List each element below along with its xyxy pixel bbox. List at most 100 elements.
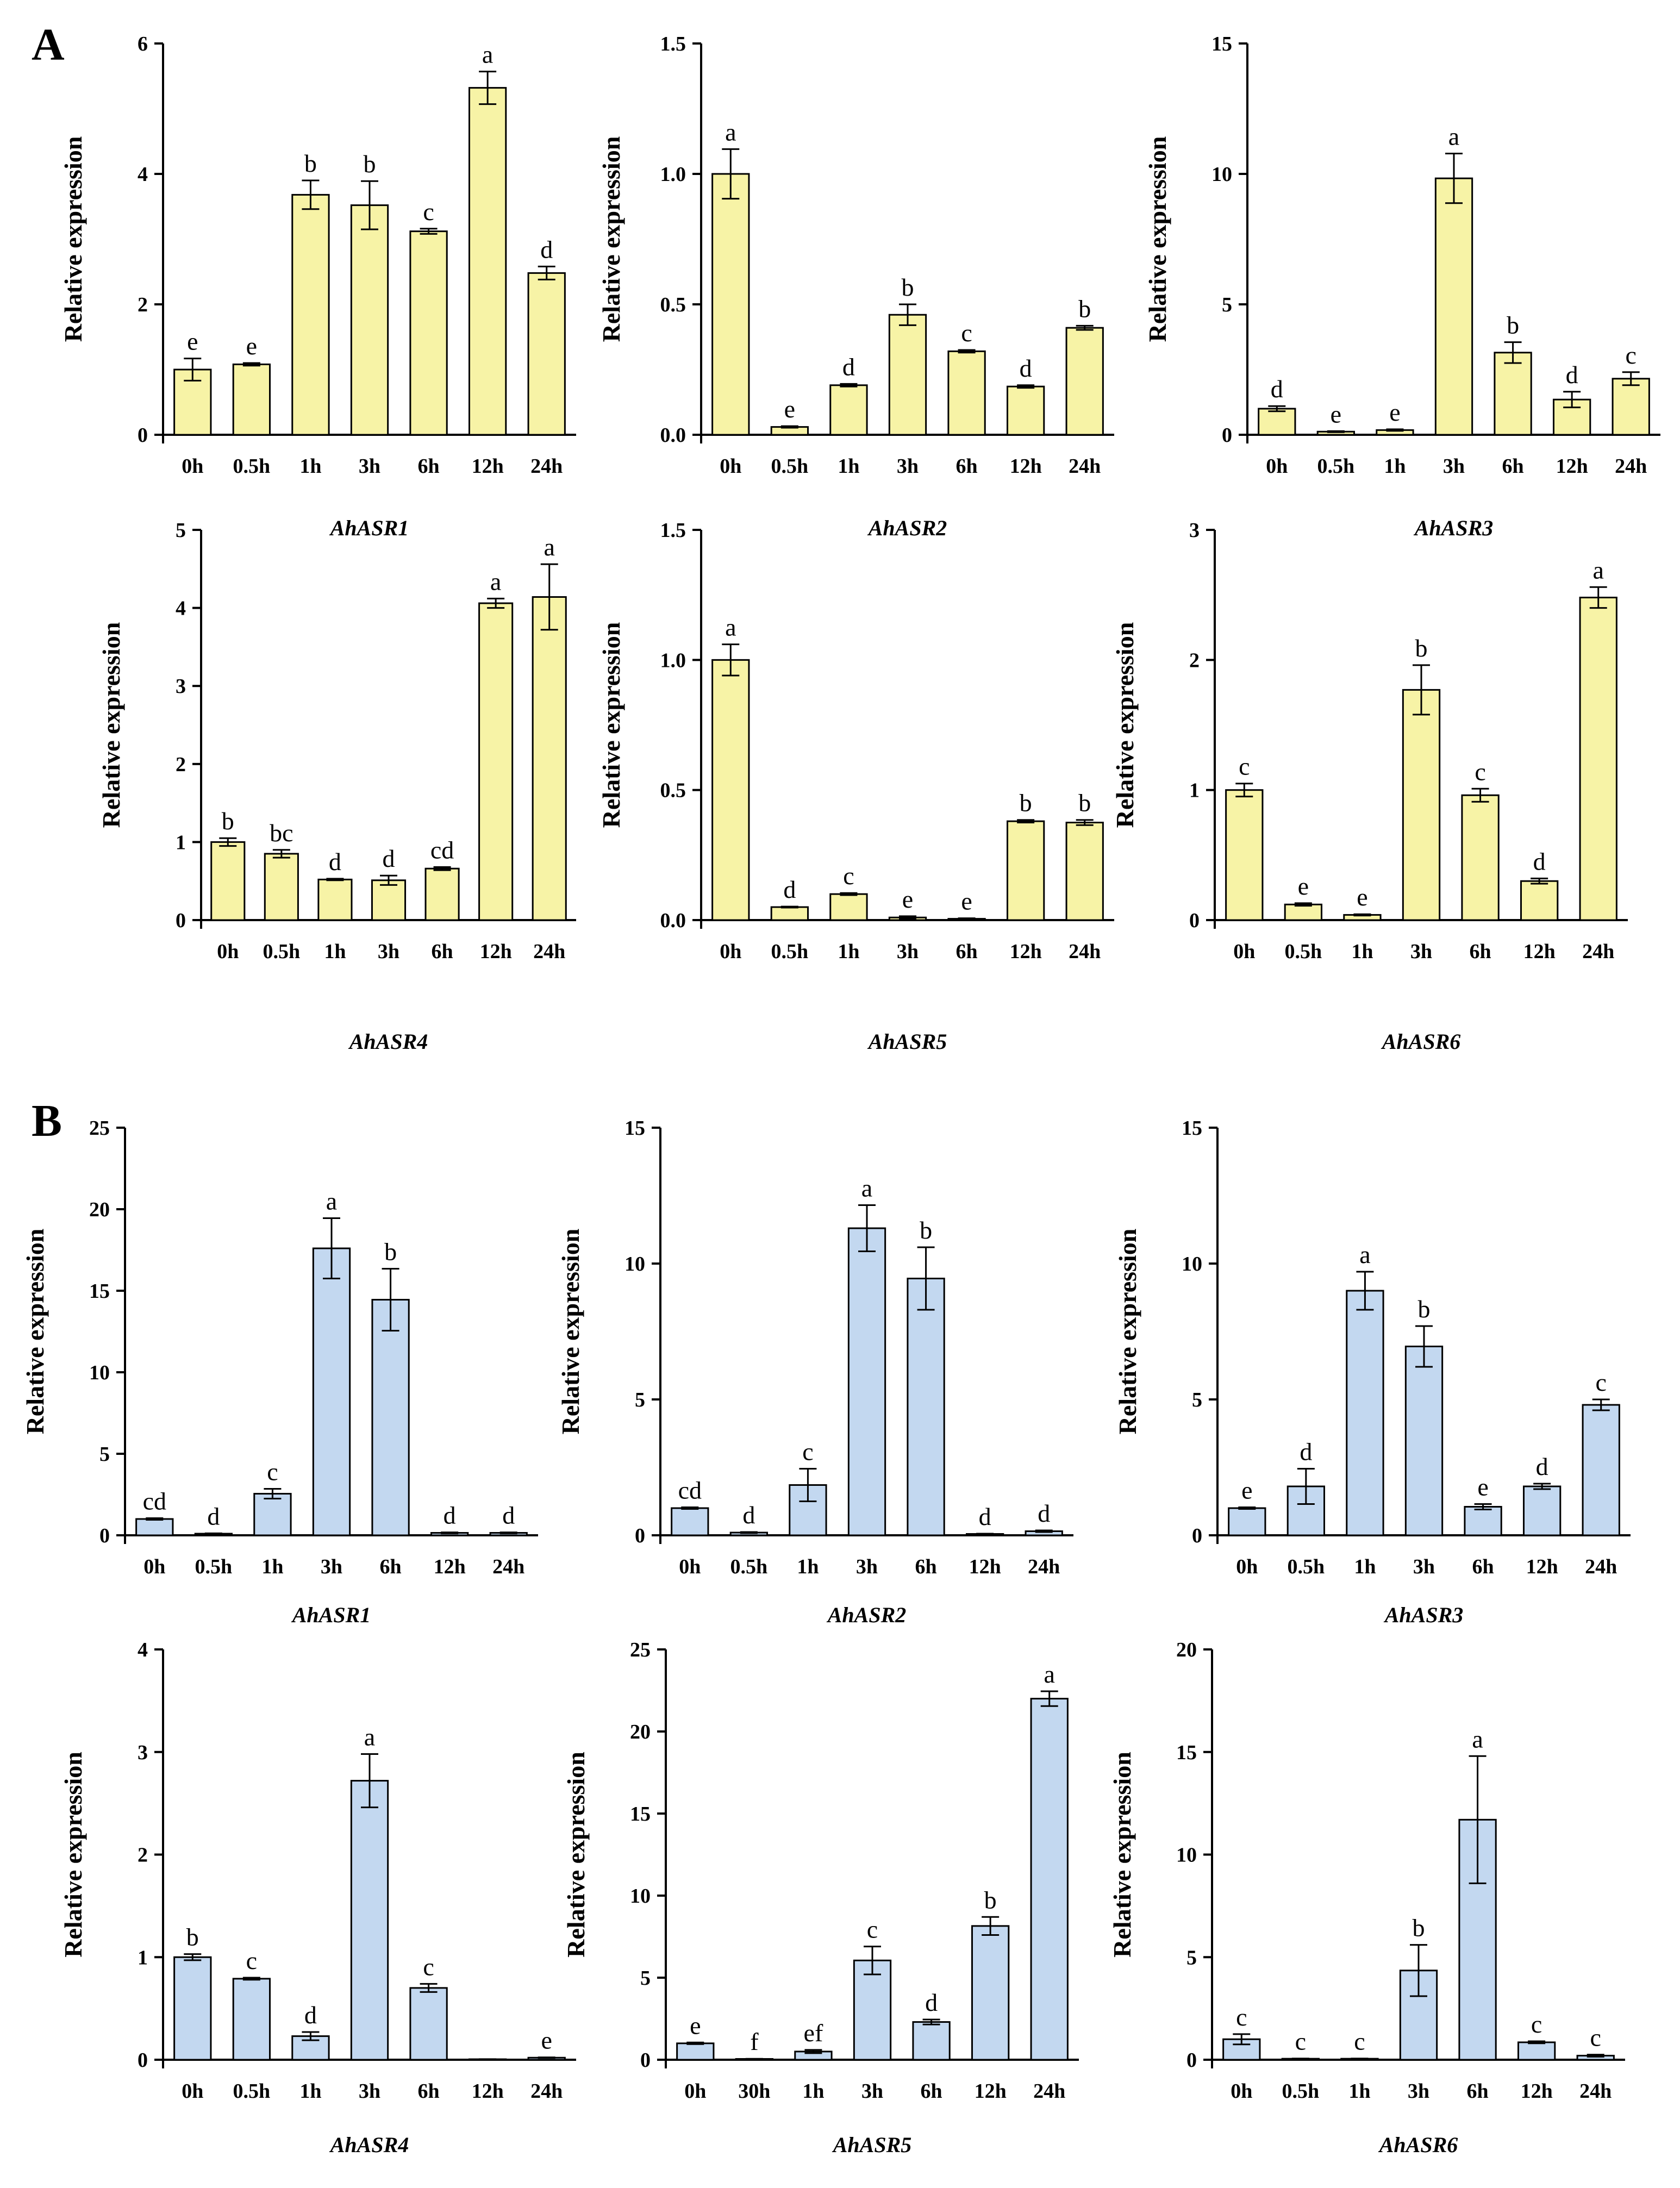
bar [853, 1959, 892, 2061]
y-tick-label: 0.0 [660, 909, 686, 932]
significance-letter: c [423, 1953, 434, 1980]
gene-name: AhASR2 [867, 516, 947, 540]
bar [1461, 794, 1500, 921]
significance-letter: a [1593, 556, 1604, 584]
x-tick-label: 0h [1236, 1555, 1258, 1578]
y-tick-label: 3 [1189, 519, 1200, 542]
significance-letter: d [1566, 361, 1578, 389]
y-tick-label: 5 [1186, 1946, 1197, 1969]
y-tick-label: 1 [138, 1946, 148, 1969]
significance-letter: e [1331, 400, 1341, 428]
y-axis-title: Relative expression [562, 1752, 590, 1958]
y-tick-label: 5 [1222, 293, 1232, 316]
bar [829, 384, 868, 436]
significance-letter: a [725, 614, 736, 641]
significance-letter: e [1241, 1477, 1252, 1504]
x-tick-label: 12h [1556, 455, 1588, 478]
significance-letter: cd [143, 1487, 166, 1515]
significance-letter: d [1038, 1499, 1050, 1527]
significance-letter: d [329, 848, 341, 876]
bar [478, 602, 514, 921]
x-tick-label: 0.5h [263, 940, 301, 963]
significance-letter: c [802, 1438, 813, 1466]
significance-letter: e [246, 332, 257, 360]
x-tick-label: 3h [897, 455, 919, 478]
bar [888, 314, 927, 436]
y-tick-label: 2 [138, 1844, 148, 1867]
bar [1065, 327, 1104, 436]
y-tick-label: 3 [176, 675, 186, 698]
significance-letter: d [925, 1989, 938, 2016]
bar [711, 173, 750, 436]
bar [671, 1507, 709, 1536]
bar [1006, 385, 1045, 436]
bar [1402, 689, 1441, 921]
y-tick-label: 6 [138, 33, 148, 55]
significance-letter: b [1078, 789, 1091, 817]
y-axis-title: Relative expression [1114, 1229, 1141, 1435]
x-tick-label: 12h [1010, 940, 1042, 963]
y-tick-label: 4 [138, 163, 148, 186]
significance-letter: e [1389, 398, 1400, 426]
significance-letter: e [690, 2011, 701, 2039]
significance-letter: e [1357, 883, 1367, 911]
significance-letter: c [1531, 2010, 1542, 2038]
y-tick-label: 20 [1176, 1639, 1197, 1661]
x-tick-label: 3h [1410, 940, 1432, 963]
y-tick-label: 15 [89, 1280, 110, 1303]
significance-letter: c [423, 198, 434, 226]
significance-letter: c [843, 862, 854, 890]
chart-b-ahasr3: 0 5 10 15 Relative expression e 0h d 0.5h a 1h b 3h e… [1114, 1117, 1631, 1627]
significance-letter: d [979, 1503, 991, 1530]
x-tick-label: 12h [1521, 2080, 1553, 2103]
significance-letter: c [267, 1458, 278, 1486]
charts-container: 0 2 4 6 Relative expression e 0h e 0.5h b 1h b 3h c 6h… [21, 33, 1660, 2157]
bar [1582, 1404, 1620, 1536]
y-axis-title: Relative expression [1144, 136, 1171, 342]
x-tick-label: 0.5h [233, 2080, 271, 2103]
bar [1006, 820, 1045, 921]
bar [847, 1227, 886, 1536]
x-tick-label: 6h [1502, 455, 1524, 478]
x-tick-label: 0h [1266, 455, 1288, 478]
chart-b-ahasr2: 0 5 10 15 Relative expression cd 0h d 0.5h c 1h a 3h… [557, 1117, 1073, 1627]
significance-letter: a [490, 567, 501, 595]
x-tick-label: 1h [324, 940, 346, 963]
bar [527, 272, 566, 436]
x-tick-label: 24h [533, 940, 565, 963]
y-tick-label: 5 [176, 519, 186, 542]
y-tick-label: 0 [138, 2049, 148, 2072]
x-tick-label: 0.5h [1285, 940, 1322, 963]
significance-letter: c [1239, 753, 1250, 780]
bar [210, 841, 246, 921]
significance-letter: a [1472, 1725, 1483, 1753]
y-axis-title: Relative expression [97, 622, 125, 828]
significance-letter: a [1359, 1241, 1370, 1268]
y-axis-title: Relative expression [597, 136, 625, 342]
x-tick-label: 6h [1470, 940, 1491, 963]
significance-letter: d [842, 353, 855, 380]
x-tick-label: 12h [975, 2080, 1007, 2103]
significance-letter: c [961, 319, 972, 347]
significance-letter: b [1507, 311, 1519, 339]
x-tick-label: 3h [321, 1555, 342, 1578]
significance-letter: b [1078, 295, 1091, 322]
chart-a-ahasr6: 0 1 2 3 Relative expression c 0h e 0.5h e 1h b 3h c 6h… [1111, 519, 1628, 1054]
bar [907, 1278, 945, 1536]
bar [676, 2042, 715, 2061]
x-tick-label: 3h [1443, 455, 1465, 478]
y-tick-label: 1.5 [660, 519, 686, 542]
x-tick-label: 0h [679, 1555, 701, 1578]
y-tick-label: 10 [1182, 1253, 1202, 1276]
bar [1404, 1346, 1444, 1536]
y-tick-label: 0.5 [660, 779, 686, 802]
x-tick-label: 0.5h [195, 1555, 233, 1578]
y-axis-title: Relative expression [59, 1752, 87, 1958]
bar [1522, 1485, 1562, 1536]
x-tick-label: 0h [1231, 2080, 1252, 2103]
significance-letter: d [207, 1502, 220, 1530]
bar [1030, 1698, 1069, 2061]
bar [173, 1956, 212, 2061]
y-tick-label: 0 [99, 1524, 110, 1547]
x-tick-label: 0h [684, 2080, 706, 2103]
